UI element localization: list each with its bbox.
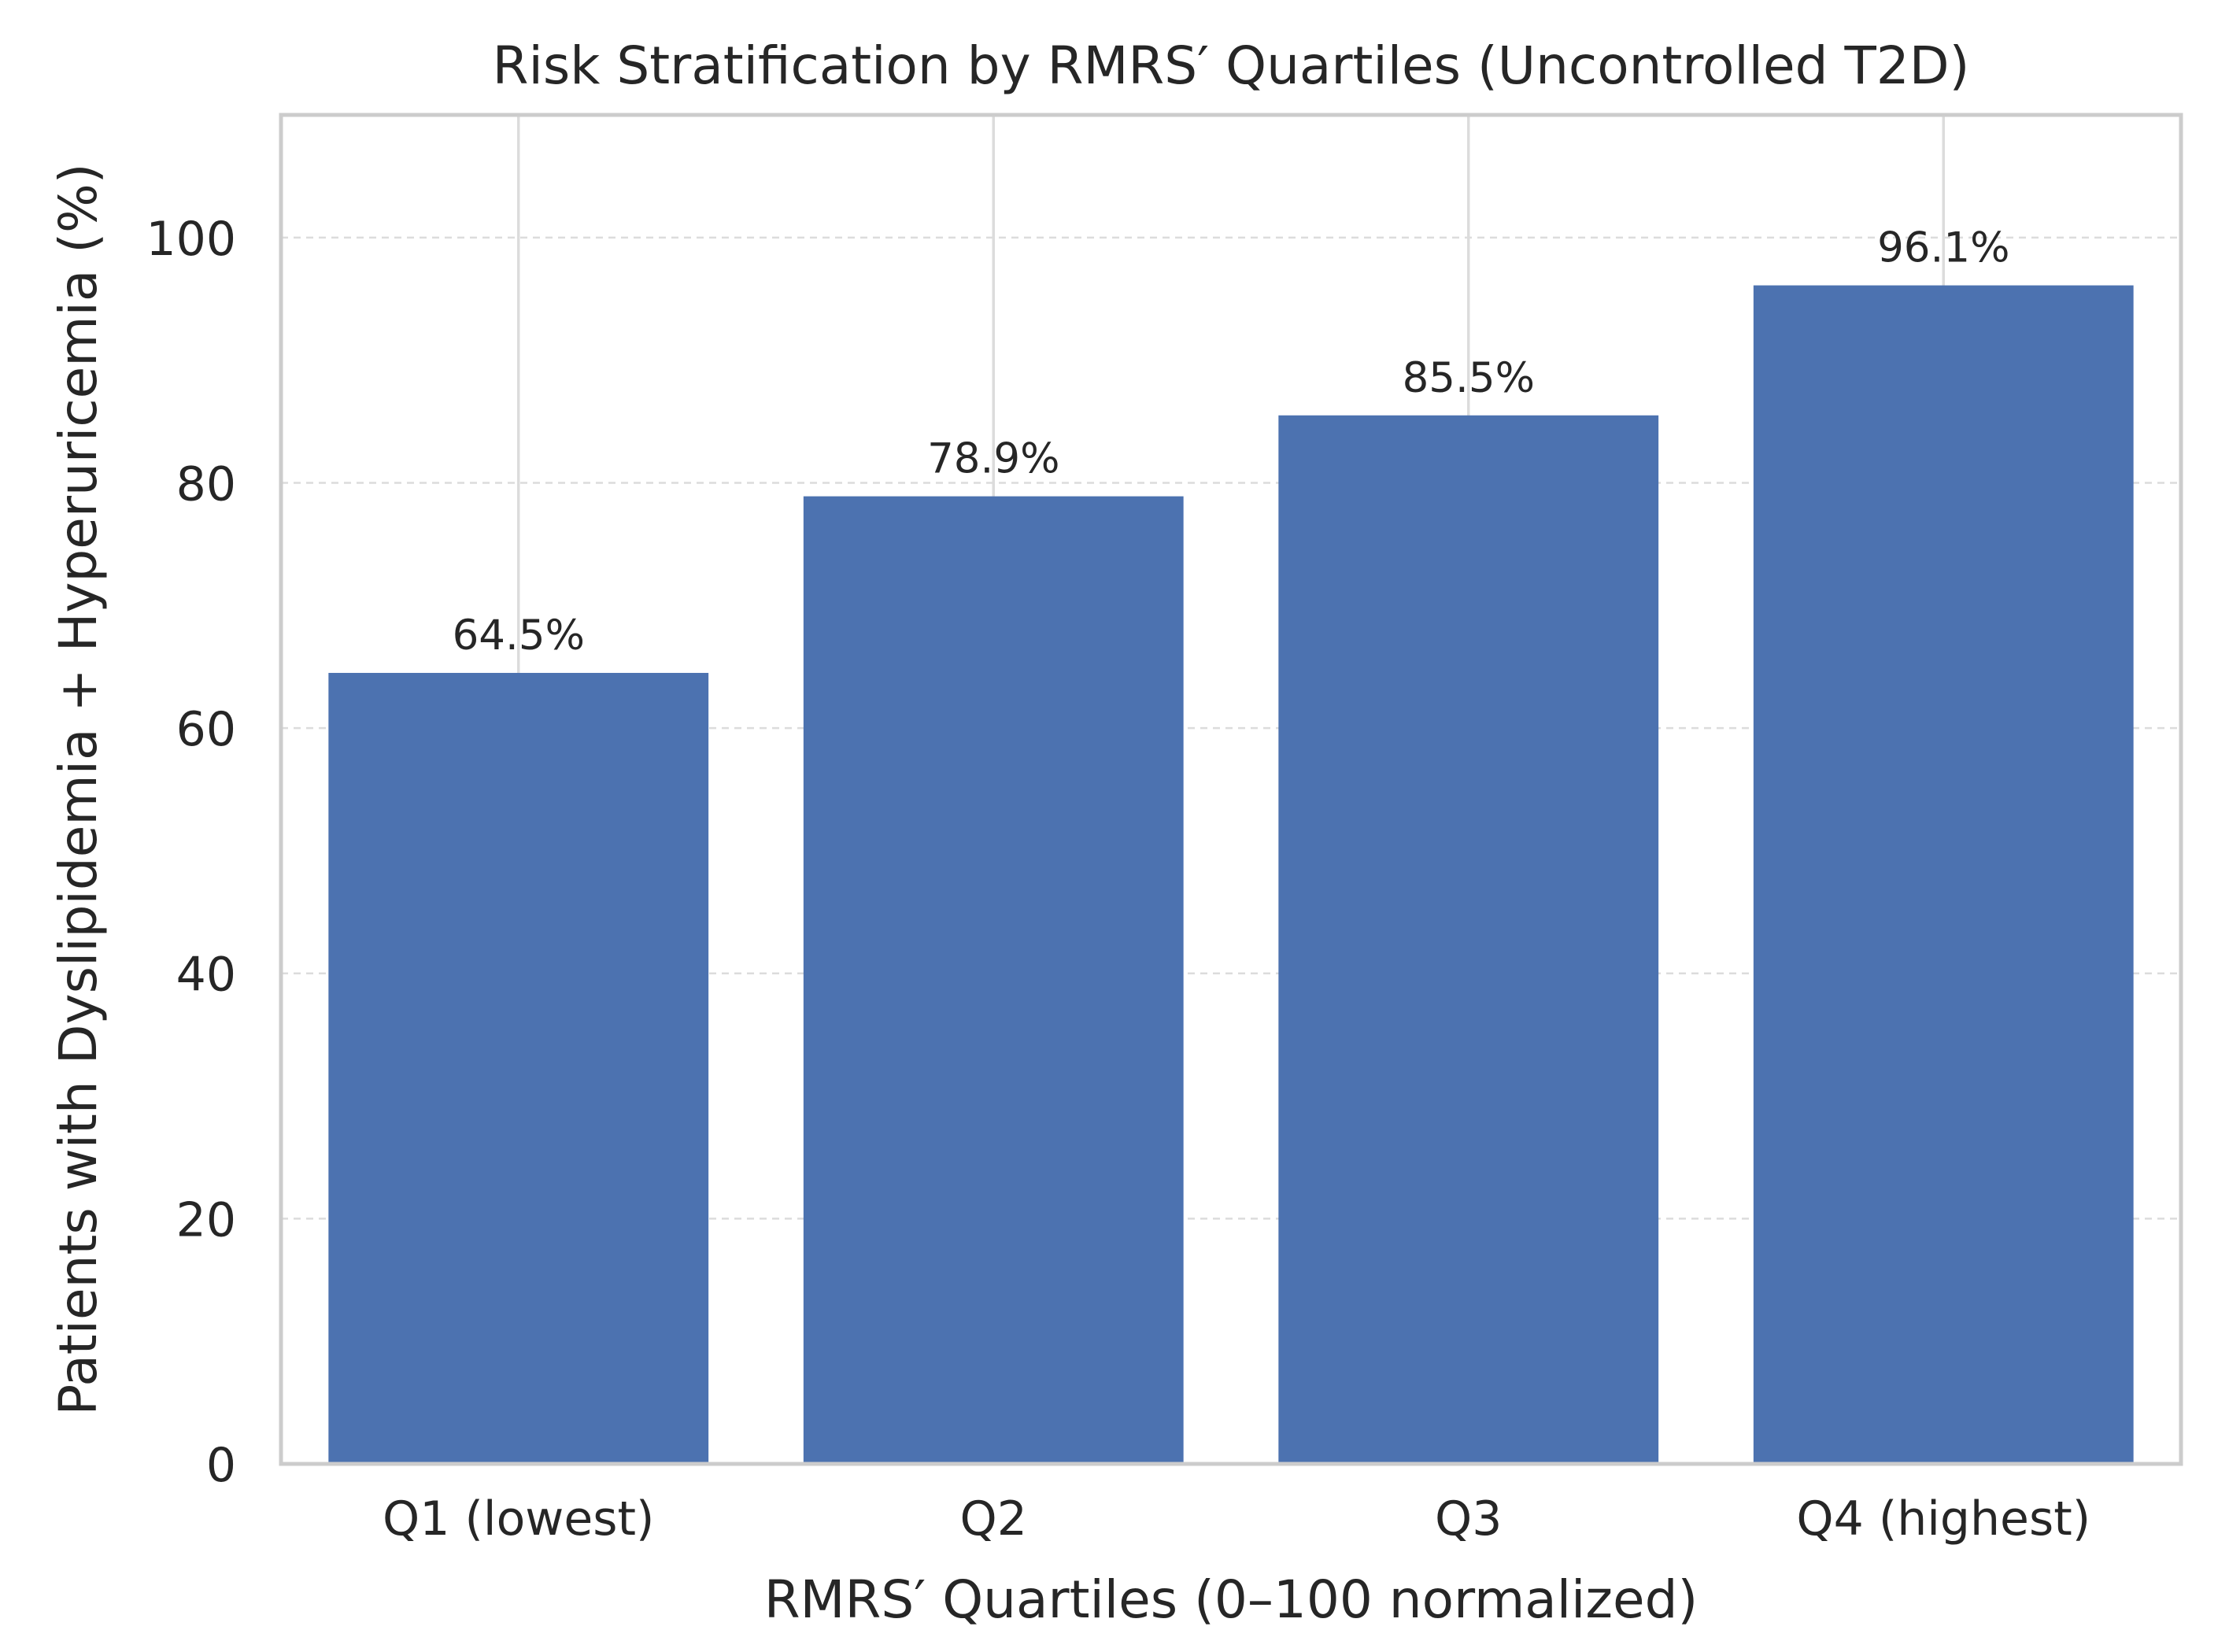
bars-layer	[328, 285, 2134, 1465]
chart-title: Risk Stratification by RMRS′ Quartiles (…	[493, 35, 1970, 96]
bar-2	[803, 496, 1184, 1465]
y-tick-label: 80	[176, 456, 236, 512]
data-label-1: 64.5%	[453, 612, 585, 660]
bar-1	[328, 672, 709, 1464]
y-tick-label: 100	[146, 212, 236, 267]
x-tick-label: Q3	[1435, 1491, 1502, 1547]
data-labels-layer: 64.5% 78.9% 85.5% 96.1%	[453, 224, 2010, 660]
data-label-4: 96.1%	[1877, 224, 2009, 272]
data-label-2: 78.9%	[927, 435, 1059, 483]
y-tick-label: 20	[176, 1192, 236, 1247]
y-tick-label: 0	[206, 1438, 236, 1493]
x-axis-label: RMRS′ Quartiles (0–100 normalized)	[764, 1569, 1699, 1630]
y-axis-label: Patients with Dyslipidemia + Hyperuricem…	[48, 164, 109, 1416]
x-tick-label: Q4 (highest)	[1796, 1491, 2090, 1547]
ticks-layer: 0 20 40 60 80 100 Q1 (lowest) Q2 Q3 Q4 (highest)	[146, 212, 2090, 1547]
plot-frame	[279, 113, 2183, 1466]
bar-4	[1753, 285, 2134, 1464]
y-tick-label: 60	[176, 702, 236, 757]
x-tick-label: Q2	[960, 1491, 1027, 1547]
bar-3	[1278, 415, 1659, 1464]
data-label-3: 85.5%	[1403, 354, 1535, 402]
y-tick-label: 40	[176, 948, 236, 1003]
x-tick-label: Q1 (lowest)	[383, 1491, 654, 1547]
